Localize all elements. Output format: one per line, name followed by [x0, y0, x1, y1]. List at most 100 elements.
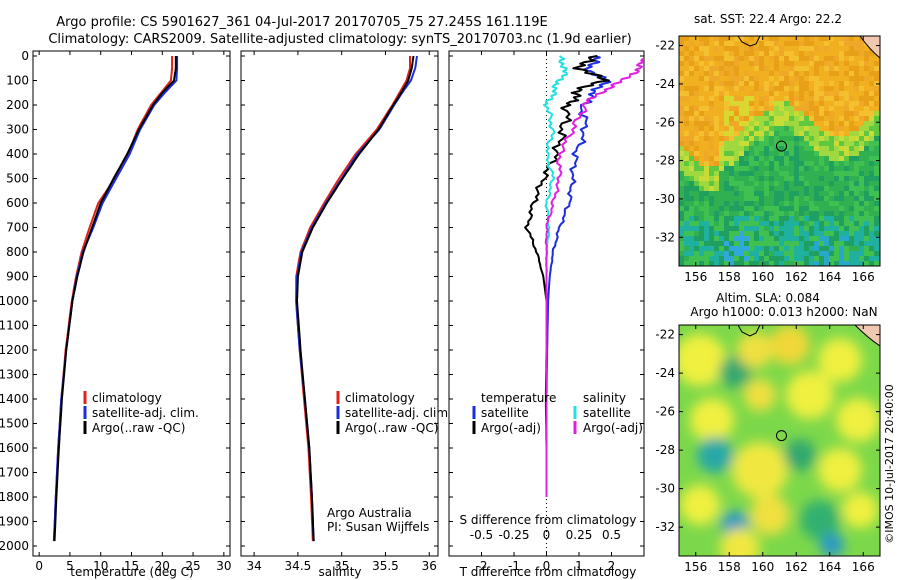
sst-cell [734, 201, 739, 206]
sst-cell [849, 66, 854, 71]
sst-cell [684, 191, 689, 196]
sst-cell [764, 166, 769, 171]
sst-cell [764, 191, 769, 196]
sst-cell [769, 211, 774, 216]
depth-tick-label: 2000 [0, 539, 29, 553]
sst-cell [864, 186, 869, 191]
sst-cell [709, 131, 714, 136]
sst-cell [784, 71, 789, 76]
sst-cell [769, 251, 774, 256]
sst-cell [814, 226, 819, 231]
sst-cell [784, 181, 789, 186]
sst-cell [774, 186, 779, 191]
sst-cell [824, 221, 829, 226]
sst-cell [729, 71, 734, 76]
sst-cell [714, 211, 719, 216]
sst-cell [794, 246, 799, 251]
sst-cell [714, 51, 719, 56]
sst-cell [849, 111, 854, 116]
sst-cell [699, 66, 704, 71]
sst-cell [779, 126, 784, 131]
sst-cell [814, 96, 819, 101]
s-difference-axis-label: S difference from climatology [460, 513, 637, 527]
sla-anomaly-blob [800, 500, 840, 540]
sst-cell [814, 261, 819, 266]
sst-cell [829, 196, 834, 201]
sst-cell [744, 171, 749, 176]
sst-cell [789, 96, 794, 101]
sst-cell [754, 86, 759, 91]
sst-cell [869, 206, 874, 211]
sst-cell [869, 71, 874, 76]
sst-cell [859, 226, 864, 231]
sst-cell [729, 51, 734, 56]
sst-cell [689, 171, 694, 176]
sst-cell [729, 181, 734, 186]
sst-cell [799, 191, 804, 196]
sst-cell [769, 91, 774, 96]
sst-cell [679, 251, 684, 256]
sst-cell [809, 86, 814, 91]
sst-cell [704, 241, 709, 246]
sst-cell [869, 116, 874, 121]
sst-cell [874, 236, 879, 241]
sst-cell [729, 231, 734, 236]
sst-cell [829, 86, 834, 91]
sst-cell [869, 191, 874, 196]
sst-cell [749, 156, 754, 161]
legend-header-salinity: salinity [583, 391, 626, 405]
sst-cell [734, 236, 739, 241]
sst-cell [724, 131, 729, 136]
sst-cell [799, 236, 804, 241]
sst-cell [689, 131, 694, 136]
sst-cell [689, 51, 694, 56]
sst-cell [814, 61, 819, 66]
sst-cell [739, 231, 744, 236]
sst-cell [849, 156, 854, 161]
sst-cell [744, 76, 749, 81]
sst-cell [869, 136, 874, 141]
sst-cell [749, 126, 754, 131]
sst-cell [834, 111, 839, 116]
sst-cell [754, 136, 759, 141]
sst-cell [729, 151, 734, 156]
sst-cell [764, 141, 769, 146]
sst-cell [699, 246, 704, 251]
sst-cell [734, 76, 739, 81]
sst-cell [844, 176, 849, 181]
sst-cell [764, 96, 769, 101]
sst-cell [864, 131, 869, 136]
sst-cell [724, 171, 729, 176]
sst-cell [799, 111, 804, 116]
sst-cell [749, 211, 754, 216]
sst-cell [829, 81, 834, 86]
sst-cell [684, 151, 689, 156]
sst-cell [874, 166, 879, 171]
sst-cell [774, 256, 779, 261]
sst-cell [849, 196, 854, 201]
sst-cell [799, 211, 804, 216]
sst-cell [839, 86, 844, 91]
sst-cell [729, 131, 734, 136]
sst-cell [759, 251, 764, 256]
sst-cell [769, 206, 774, 211]
sst-cell [709, 196, 714, 201]
sst-cell [814, 171, 819, 176]
sst-cell [849, 101, 854, 106]
sst-cell [754, 261, 759, 266]
sst-cell [744, 41, 749, 46]
sst-cell [824, 121, 829, 126]
sst-cell [789, 56, 794, 61]
sst-cell [734, 111, 739, 116]
sst-cell [699, 186, 704, 191]
sst-cell [734, 61, 739, 66]
sst-cell [804, 231, 809, 236]
sst-cell [684, 51, 689, 56]
sst-cell [804, 211, 809, 216]
sst-cell [794, 86, 799, 91]
sst-cell [764, 206, 769, 211]
sst-cell [694, 216, 699, 221]
sst-cell [819, 211, 824, 216]
x-tick-label: 35.5 [372, 559, 399, 573]
sst-cell [869, 56, 874, 61]
